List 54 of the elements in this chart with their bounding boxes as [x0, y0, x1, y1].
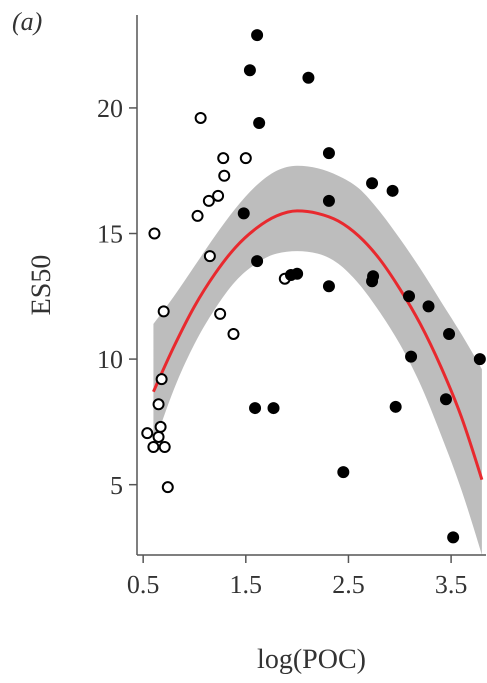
point [244, 64, 256, 76]
point [158, 305, 170, 318]
text: (a) [12, 7, 42, 36]
point [218, 170, 230, 182]
point [154, 420, 167, 433]
point [202, 194, 215, 207]
y-axis-title: ES50 [26, 254, 57, 316]
point [204, 250, 216, 262]
x-axis-title: log(POC) [257, 644, 366, 675]
point [447, 531, 460, 544]
point [251, 255, 264, 268]
point [422, 300, 435, 312]
point [240, 152, 252, 164]
line-series [152, 209, 484, 482]
point [147, 441, 160, 453]
point [386, 184, 399, 197]
point [322, 194, 335, 207]
y-tick-label: 10 [97, 345, 123, 374]
point [251, 29, 264, 42]
point [337, 466, 350, 478]
point [366, 177, 378, 190]
point [238, 207, 250, 220]
point [253, 117, 266, 129]
point [302, 72, 314, 84]
point [194, 112, 207, 124]
point [141, 427, 154, 440]
point [192, 210, 204, 222]
point [322, 280, 335, 292]
point [148, 228, 160, 240]
point [403, 290, 416, 302]
point [390, 400, 402, 413]
y-tick-label: 20 [97, 94, 123, 124]
x-tick-label: 0.5 [126, 570, 160, 599]
point [474, 353, 486, 366]
point [217, 152, 230, 164]
point [322, 147, 335, 160]
x-tick-label: 2.5 [332, 570, 365, 599]
point [214, 308, 226, 320]
x-tick-label: 1.5 [230, 570, 262, 599]
y-tick-label: 5 [110, 470, 123, 500]
point [268, 402, 280, 414]
point [443, 328, 456, 340]
point [162, 481, 174, 494]
point [440, 393, 452, 406]
point [156, 373, 168, 386]
point [249, 402, 262, 414]
point [158, 441, 171, 453]
point [212, 190, 224, 202]
point [405, 350, 418, 363]
point [152, 430, 165, 443]
point [152, 398, 165, 410]
y-tick-label: 15 [97, 220, 123, 249]
x-tick-label: 3.5 [434, 570, 468, 599]
point [227, 328, 240, 340]
